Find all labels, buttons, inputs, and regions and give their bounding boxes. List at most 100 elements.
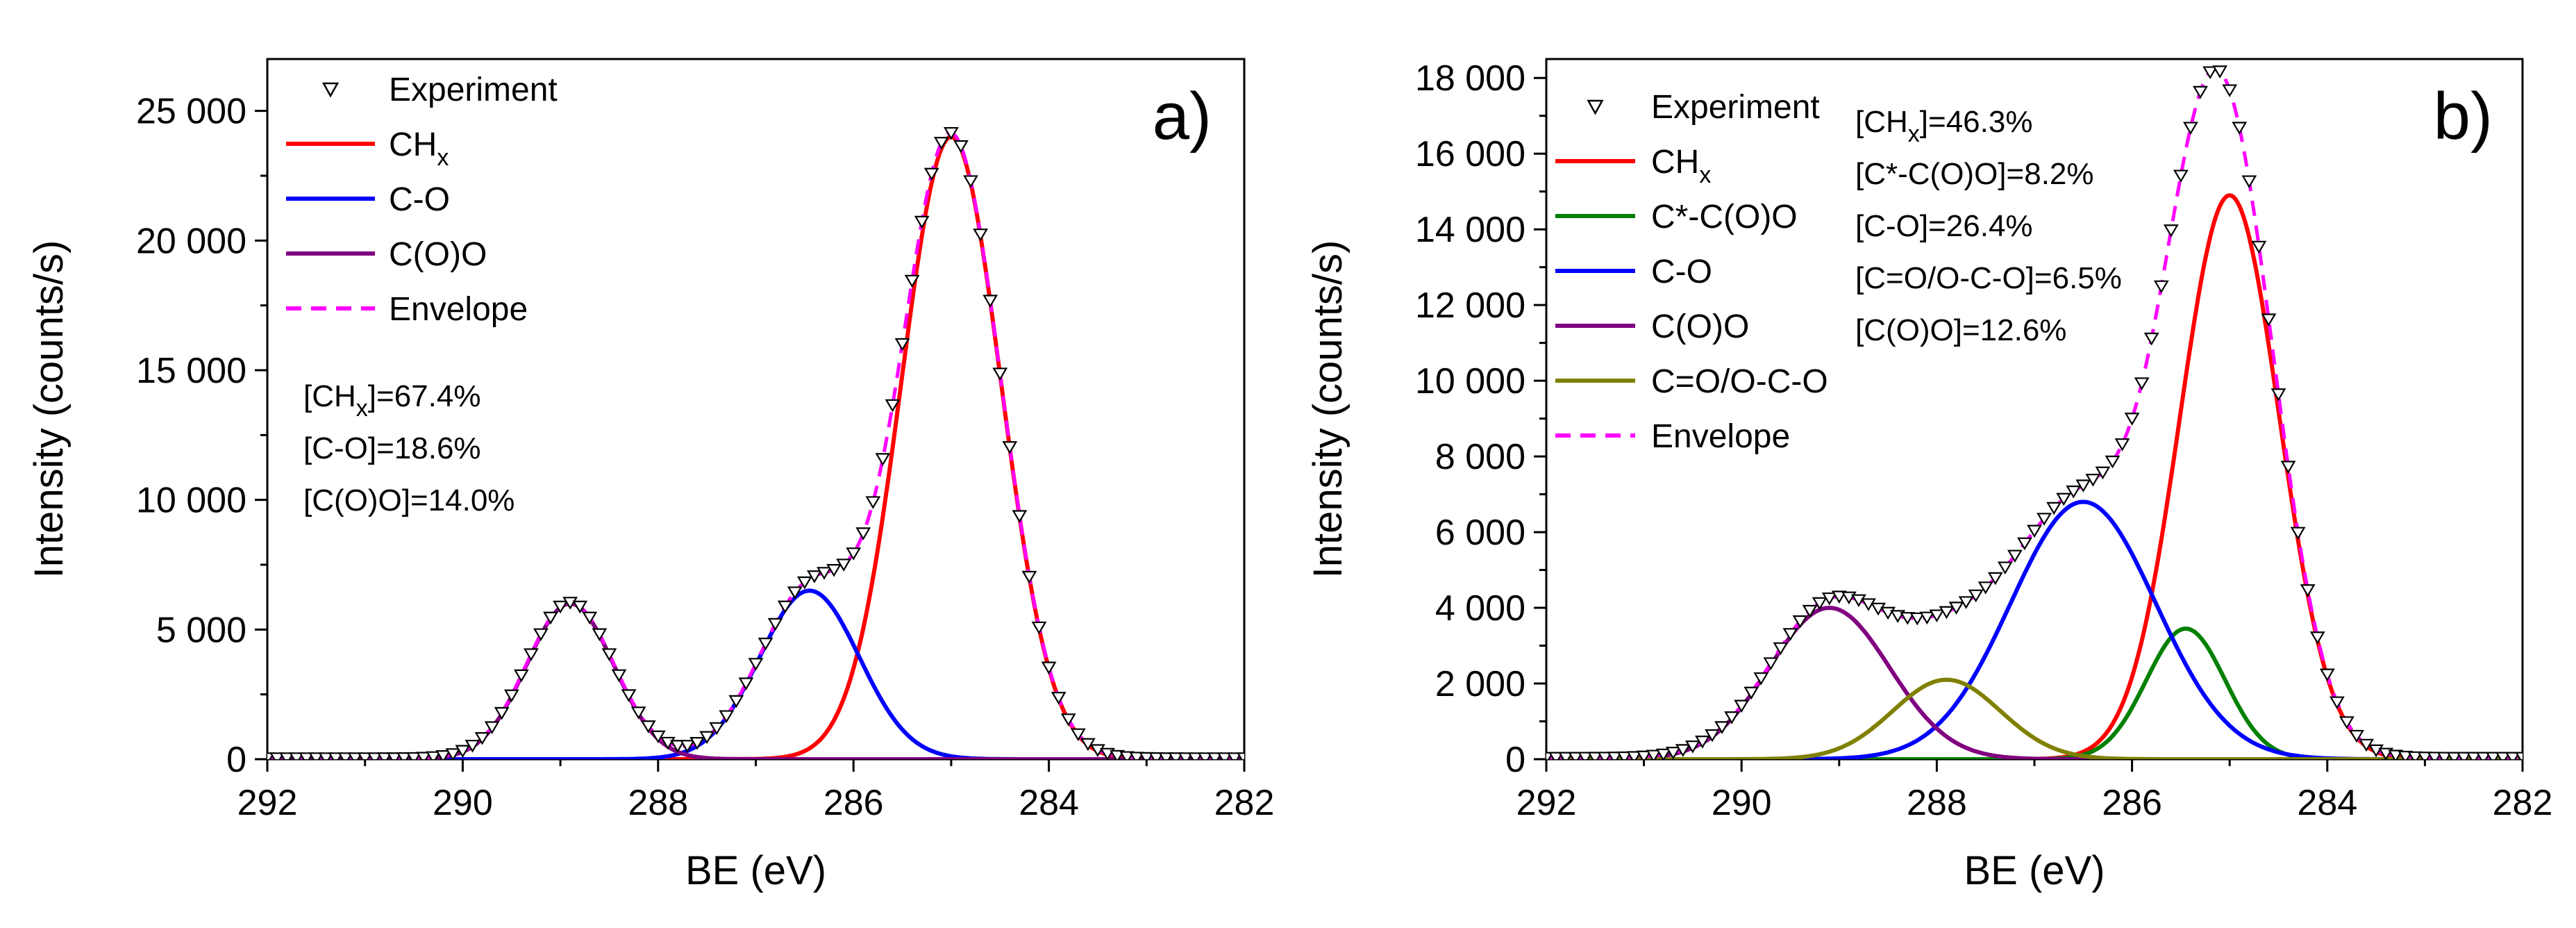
experiment-point bbox=[2007, 549, 2023, 563]
experiment-point bbox=[1012, 510, 1028, 523]
plot-area bbox=[1546, 65, 2523, 759]
legend: Experiment CHx C*-C(O)O C-O C(O)O C=O/O-C-O En… bbox=[1555, 89, 1828, 455]
experiment-point bbox=[1655, 748, 1671, 759]
experiment-point bbox=[650, 730, 666, 744]
legend-label-chx: CHx bbox=[389, 126, 449, 171]
y-tick-label: 8 000 bbox=[1435, 437, 1525, 477]
y-tick-label: 18 000 bbox=[1415, 58, 1525, 99]
experiment-point bbox=[953, 140, 969, 154]
experiment-point bbox=[2446, 752, 2462, 759]
experiment-point bbox=[376, 752, 392, 759]
experiment-point bbox=[728, 695, 744, 709]
experiment-point bbox=[894, 338, 910, 351]
experiment-point bbox=[1237, 752, 1244, 759]
experiment-point bbox=[2466, 752, 2482, 759]
experiment-point bbox=[914, 215, 930, 229]
y-tick-label: 6 000 bbox=[1435, 513, 1525, 553]
x-tick-label: 288 bbox=[628, 783, 688, 823]
experiment-point bbox=[2241, 175, 2257, 189]
experiment-point bbox=[2075, 479, 2091, 492]
experiment-point bbox=[2066, 486, 2082, 499]
experiment-point bbox=[2485, 752, 2501, 759]
experiment-point bbox=[875, 453, 891, 466]
experiment-point bbox=[796, 576, 812, 590]
experiment-point bbox=[2212, 65, 2228, 78]
experiment-point bbox=[1743, 686, 1759, 700]
composition-annotation: [C(O)O]=14.0% bbox=[303, 483, 515, 517]
composition-annotations: [CHx]=67.4% [C-O]=18.6% [C(O)O]=14.0% bbox=[303, 379, 515, 517]
experiment-point bbox=[2515, 752, 2523, 759]
experiment-point bbox=[855, 527, 871, 540]
experiment-point bbox=[386, 752, 402, 759]
experiment-point bbox=[670, 740, 685, 753]
experiment-point bbox=[1626, 751, 1642, 759]
experiment-point bbox=[611, 669, 627, 683]
experiment-point bbox=[2153, 280, 2169, 294]
experiment-point bbox=[1861, 598, 1876, 611]
legend-label-text: C(O)O bbox=[1651, 308, 1749, 345]
experiment-point bbox=[1216, 752, 1232, 759]
x-tick-label: 282 bbox=[2493, 783, 2553, 823]
annotation-text: [C*-C(O)O]=8.2% bbox=[1855, 157, 2094, 191]
experiment-point bbox=[1051, 692, 1067, 705]
legend-label-text: C-O bbox=[1651, 254, 1712, 290]
experiment-point bbox=[865, 496, 881, 509]
y-tick-label: 10 000 bbox=[1415, 361, 1525, 401]
y-tick-label: 20 000 bbox=[136, 221, 246, 261]
experiment-point bbox=[933, 137, 949, 150]
experiment-point bbox=[777, 600, 793, 614]
experiment-point bbox=[455, 745, 471, 759]
experiment-point bbox=[1948, 602, 1964, 615]
experiment-point bbox=[1919, 611, 1935, 625]
x-tick-label: 284 bbox=[2297, 783, 2357, 823]
experiment-point bbox=[2388, 749, 2404, 759]
x-tick-label: 286 bbox=[823, 783, 884, 823]
legend-marker-experiment bbox=[321, 82, 340, 98]
annotation-text: [C(O)O]=12.6% bbox=[1855, 313, 2066, 347]
composition-annotation: [CHx]=67.4% bbox=[303, 379, 480, 422]
composition-annotation: [C=O/O-C-O]=6.5% bbox=[1855, 261, 2122, 295]
annotation-text: [CH bbox=[1855, 105, 1908, 139]
x-tick-label: 292 bbox=[1516, 783, 1577, 823]
annotation-text: [C-O]=26.4% bbox=[1855, 209, 2033, 243]
experiment-point bbox=[1821, 592, 1837, 606]
legend-label-text: Envelope bbox=[1651, 418, 1790, 455]
annotation-text: [CH bbox=[303, 379, 356, 413]
experiment-point bbox=[1977, 581, 1993, 595]
experiment-point bbox=[1227, 752, 1242, 759]
experiment-point bbox=[1987, 572, 2003, 586]
legend-label-text: CH bbox=[389, 126, 437, 163]
experiment-point bbox=[2427, 752, 2443, 759]
experiment-point bbox=[2017, 537, 2032, 551]
y-tick-label: 15 000 bbox=[136, 351, 246, 391]
experiment-point bbox=[1714, 721, 1730, 734]
experiment-point bbox=[396, 752, 412, 759]
experiment-point bbox=[2222, 84, 2238, 98]
experiment-point bbox=[2300, 584, 2316, 597]
experiment-point bbox=[923, 167, 939, 181]
experiment-point bbox=[1207, 752, 1223, 759]
legend-label-text: CH bbox=[1651, 144, 1699, 181]
experiment-point bbox=[2339, 716, 2355, 729]
experiment-point bbox=[553, 600, 569, 614]
legend-label-coo: C(O)O bbox=[389, 236, 487, 273]
experiment-point bbox=[738, 677, 754, 690]
annotation-text: [C-O]=18.6% bbox=[303, 431, 481, 465]
legend-marker-experiment bbox=[1587, 99, 1604, 115]
experiment-point bbox=[2329, 696, 2345, 710]
legend-label-subscript: x bbox=[437, 144, 449, 171]
experiment-point bbox=[2349, 729, 2364, 743]
experiment-point bbox=[1168, 752, 1184, 759]
experiment-point bbox=[347, 752, 363, 759]
experiment-point bbox=[1110, 749, 1126, 759]
experiment-point bbox=[1812, 597, 1828, 611]
experiment-point bbox=[2163, 224, 2179, 238]
experiment-point bbox=[2173, 169, 2189, 183]
experiment-point bbox=[406, 752, 421, 759]
experiment-point bbox=[2143, 332, 2159, 346]
experiment-point bbox=[817, 567, 832, 580]
legend-label-envelope: Envelope bbox=[389, 291, 528, 328]
y-tick-label: 10 000 bbox=[136, 481, 246, 521]
experiment-point bbox=[1090, 744, 1105, 757]
